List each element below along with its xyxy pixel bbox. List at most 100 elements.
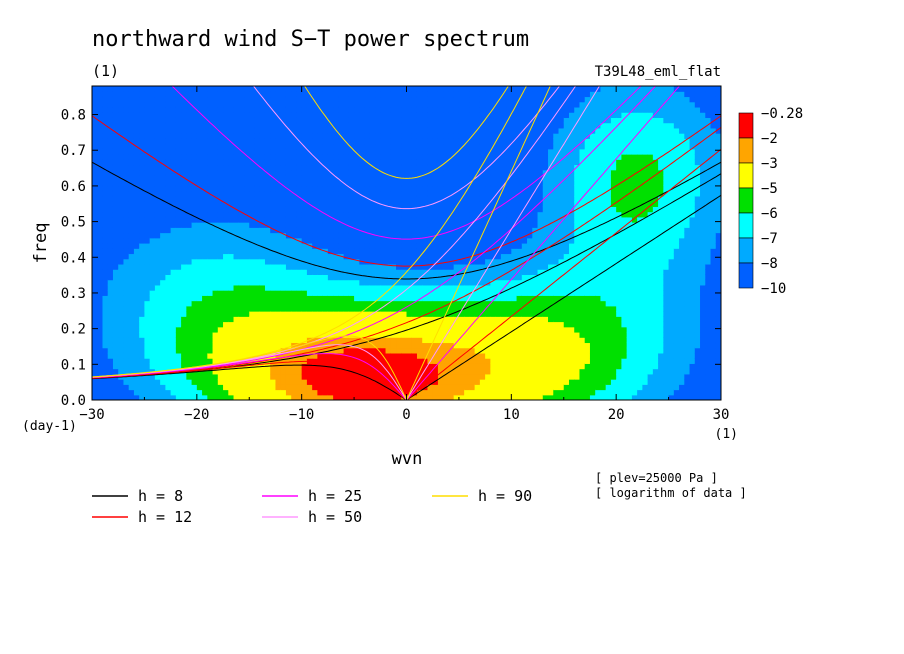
field-cell: [144, 321, 151, 328]
field-cell: [254, 248, 261, 255]
field-cell: [233, 159, 240, 166]
field-cell: [165, 331, 172, 338]
field-cell: [427, 174, 434, 181]
field-cell: [133, 185, 140, 192]
field-cell: [212, 154, 219, 160]
field-cell: [495, 295, 502, 302]
field-cell: [474, 159, 481, 166]
field-cell: [212, 211, 219, 218]
field-cell: [511, 263, 518, 270]
field-cell: [207, 206, 214, 213]
field-cell: [301, 117, 308, 124]
field-cell: [123, 331, 130, 338]
field-cell: [238, 373, 245, 380]
field-cell: [506, 274, 512, 281]
field-cell: [338, 258, 345, 265]
field-cell: [312, 159, 318, 166]
field-cell: [144, 201, 151, 207]
field-cell: [92, 227, 98, 234]
field-cell: [401, 180, 408, 187]
field-cell: [259, 206, 266, 213]
field-cell: [139, 331, 146, 338]
field-cell: [469, 164, 476, 171]
field-cell: [396, 133, 402, 139]
field-cell: [348, 311, 355, 317]
field-cell: [490, 206, 497, 213]
field-cell: [500, 321, 507, 328]
field-cell: [102, 243, 109, 249]
field-cell: [144, 279, 151, 286]
field-cell: [223, 227, 229, 234]
field-cell: [112, 91, 119, 98]
field-cell: [238, 96, 245, 103]
field-cell: [516, 159, 523, 166]
field-cell: [479, 389, 486, 396]
field-cell: [228, 232, 235, 239]
field-cell: [380, 237, 387, 244]
field-cell: [233, 243, 240, 249]
field-cell: [175, 154, 182, 160]
field-cell: [516, 379, 523, 385]
field-cell: [511, 143, 518, 150]
field-cell: [500, 379, 507, 385]
field-cell: [411, 337, 418, 344]
field-cell: [306, 311, 313, 317]
field-cell: [223, 263, 229, 270]
field-cell: [479, 91, 486, 98]
field-cell: [343, 274, 350, 281]
field-cell: [118, 248, 125, 255]
field-cell: [118, 148, 125, 155]
field-cell: [479, 195, 486, 202]
field-cell: [464, 311, 470, 317]
field-cell: [228, 368, 235, 375]
field-cell: [238, 384, 245, 391]
field-cell: [401, 206, 408, 213]
field-cell: [453, 227, 460, 234]
field-cell: [322, 389, 329, 396]
field-cell: [364, 337, 371, 344]
field-cell: [458, 321, 465, 328]
field-cell: [244, 389, 250, 396]
field-cell: [112, 211, 119, 218]
field-cell: [390, 394, 397, 400]
field-cell: [191, 326, 198, 333]
field-cell: [338, 368, 345, 375]
field-cell: [160, 358, 166, 364]
field-cell: [291, 174, 298, 181]
field-cell: [500, 352, 507, 359]
field-cell: [385, 248, 392, 255]
field-cell: [348, 373, 355, 380]
field-cell: [196, 316, 203, 323]
field-cell: [322, 237, 329, 244]
field-cell: [285, 326, 292, 333]
field-cell: [97, 143, 104, 150]
field-cell: [343, 138, 350, 145]
field-cell: [196, 305, 203, 312]
field-cell: [139, 279, 146, 286]
field-cell: [364, 206, 371, 213]
field-cell: [359, 190, 366, 197]
field-cell: [506, 295, 512, 302]
field-cell: [327, 279, 334, 286]
field-cell: [285, 117, 292, 124]
field-cell: [464, 352, 470, 359]
field-cell: [448, 373, 455, 380]
field-cell: [275, 174, 282, 181]
field-cell: [354, 91, 360, 98]
field-cell: [249, 316, 256, 323]
field-cell: [107, 363, 114, 370]
field-cell: [223, 321, 229, 328]
field-cell: [238, 295, 245, 302]
field-cell: [223, 384, 229, 391]
field-cell: [380, 164, 387, 171]
field-cell: [238, 284, 245, 291]
field-cell: [495, 117, 502, 124]
field-cell: [401, 331, 408, 338]
field-cell: [160, 300, 166, 307]
field-cell: [437, 379, 444, 385]
field-cell: [191, 138, 198, 145]
field-cell: [359, 284, 366, 291]
field-cell: [264, 91, 271, 98]
field-cell: [291, 91, 298, 98]
field-cell: [212, 206, 219, 213]
